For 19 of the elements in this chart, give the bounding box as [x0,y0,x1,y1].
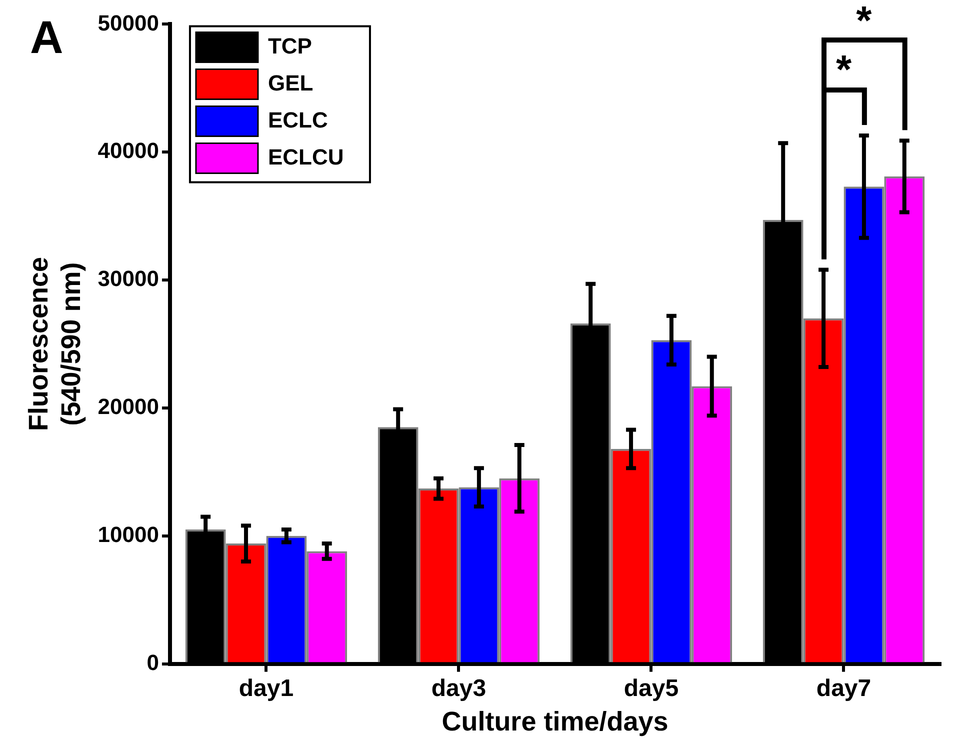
legend-label: ECLCU [268,144,344,170]
y-axis-title: Fluorescence (540/590 nm) [24,256,86,432]
annotation: * [834,48,853,94]
x-tick-label: day5 [624,674,679,702]
y-tick-label: 20000 [98,394,159,420]
y-tick-label: 40000 [98,138,159,164]
annotation: * [855,0,873,44]
y-tick-label: 10000 [98,522,159,547]
y-tick-label: 0 [146,650,159,675]
y-tick-label: 30000 [98,266,159,292]
legend-label: ECLC [268,107,328,132]
text: A [30,10,64,64]
x-tick-label: day7 [816,674,872,702]
legend-label: GEL [268,70,314,96]
x-tick-label: day1 [238,674,294,702]
x-axis-title: Culture time/days [442,706,668,736]
legend-label: TCP [268,33,312,58]
x-tick-label: day3 [431,674,486,702]
y-tick-label: 50000 [98,10,159,36]
